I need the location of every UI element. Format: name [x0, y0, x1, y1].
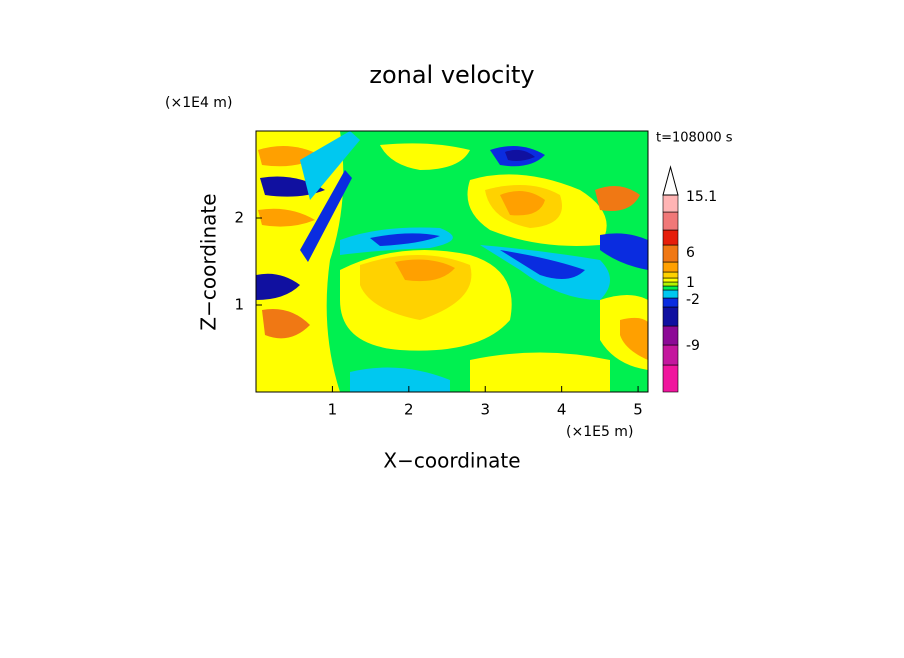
colorbar-segment [662, 194, 679, 213]
colorbar-extension [662, 165, 679, 196]
colorbar-segment [662, 285, 679, 291]
colorbar-segment [662, 277, 679, 283]
x-tick-label: 1 [328, 401, 338, 419]
x-tick-label: 3 [480, 401, 490, 419]
colorbar-segment [662, 229, 679, 246]
x-tick-label: 4 [557, 401, 567, 419]
colorbar-segment [662, 364, 679, 393]
colorbar-segment [662, 344, 679, 366]
plot-frame [255, 130, 649, 393]
colorbar-tick-label: 1 [686, 275, 695, 291]
colorbar-segment [662, 261, 679, 273]
x-tick-label: 2 [404, 401, 414, 419]
colorbar-tick-label: -2 [686, 292, 700, 308]
colorbar-segment [662, 297, 679, 308]
y-unit: (×1E4 m) [165, 95, 232, 111]
contour-field [256, 131, 648, 392]
time-label: t=108000 s [656, 131, 733, 146]
colorbar-segment [662, 271, 679, 279]
colorbar-segment [662, 281, 679, 287]
colorbar-segment [662, 211, 679, 231]
x-unit: (×1E5 m) [566, 424, 633, 440]
chart-title: zonal velocity [369, 61, 534, 89]
x-axis-label: X−coordinate [383, 449, 520, 473]
colorbar-tick-label: 15.1 [686, 189, 717, 205]
colorbar-segment [662, 325, 679, 346]
colorbar-segment [662, 289, 679, 299]
y-tick-label: 2 [234, 209, 244, 227]
colorbar-segment [662, 306, 679, 327]
y-tick-label: 1 [234, 296, 244, 314]
colorbar-tick-label: 6 [686, 245, 695, 261]
y-axis-label: Z−coordinate [197, 193, 221, 330]
colorbar-segment [662, 244, 679, 263]
x-tick-label: 5 [633, 401, 643, 419]
colorbar-tick-label: -9 [686, 338, 700, 354]
